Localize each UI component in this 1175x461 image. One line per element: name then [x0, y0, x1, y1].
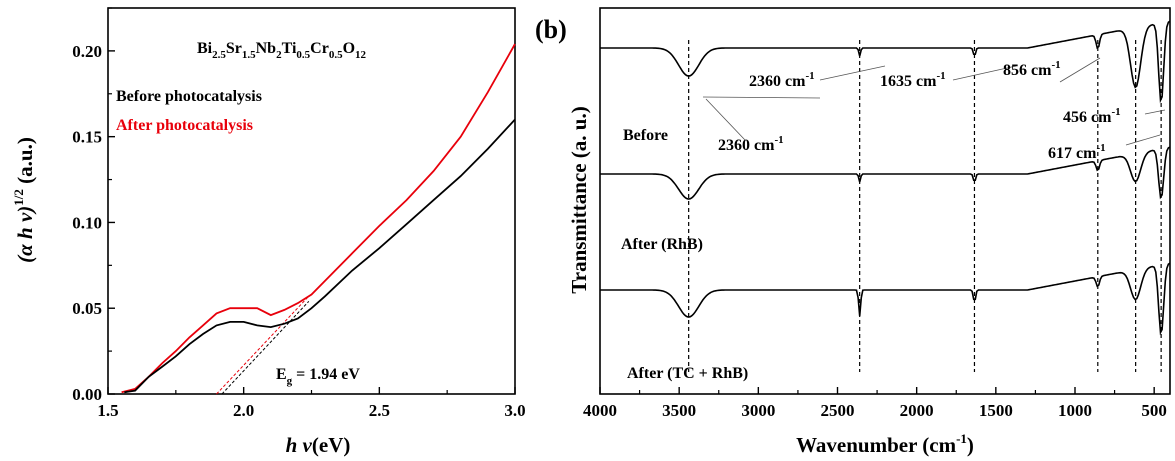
peak-label-456: 456 cm-1	[1063, 106, 1121, 126]
x-tick-label: 3.0	[504, 401, 525, 420]
panel-a-frame	[107, 7, 516, 395]
spectrum-label-before: Before	[623, 127, 668, 144]
compound-formula: Bi2.5Sr1.5Nb2Ti0.5Cr0.5O12	[197, 40, 367, 61]
bandgap-annotation: Eg = 1.94 eV	[276, 366, 360, 387]
panel-a-ylabel: (α h ν)1/2 (a.u.)	[11, 137, 37, 263]
panel-b-ftir: (b) 4000 3500 3000 2500 2000 1500 1000 500 Befo…	[535, 7, 1171, 457]
spectrum-label-after-rhb: After (RhB)	[621, 236, 703, 253]
fit-line-red	[216, 295, 310, 395]
y-tick-label: 0.10	[72, 213, 102, 232]
y-tick-label: 0.05	[72, 299, 102, 318]
peak-label-2360-upper: 2360 cm-1	[749, 70, 815, 90]
peak-label-617: 617 cm-1	[1048, 142, 1106, 162]
x-tick-label: 4000	[583, 401, 617, 420]
series-before-photocatalysis	[124, 118, 516, 394]
spectrum-label-after-tc-rhb: After (TC + RhB)	[627, 365, 748, 382]
spectrum-after-rhb	[600, 146, 1171, 200]
peak-label-856: 856 cm-1	[1003, 59, 1061, 79]
x-tick-label: 3500	[662, 401, 696, 420]
x-tick-label: 2000	[900, 401, 934, 420]
panel-b-xlabel: Wavenumber (cm-1)	[796, 431, 974, 457]
x-tick-label: 500	[1141, 401, 1167, 420]
y-tick-label: 0.20	[72, 42, 102, 61]
leader-2360-lower	[705, 98, 746, 141]
peak-label-2360-lower: 2360 cm-1	[718, 134, 784, 154]
panel-a-ticks: 1.5 2.0 2.5 3.0 0.00 0.05 0.10 0.15 0.20	[72, 7, 526, 420]
y-tick-label: 0.15	[72, 128, 102, 147]
x-tick-label: 2.5	[369, 401, 390, 420]
panel-b-ticks: 4000 3500 3000 2500 2000 1500 1000 500	[583, 387, 1167, 420]
x-tick-label: 1.5	[97, 401, 118, 420]
panel-a-tauc-plot: 1.5 2.0 2.5 3.0 0.00 0.05 0.10 0.15 0.20 Bi2.5Sr…	[11, 7, 526, 457]
peak-label-1635: 1635 cm-1	[880, 70, 946, 90]
x-tick-label: 2500	[821, 401, 855, 420]
panel-b-ylabel: Transmittance (a. u.)	[567, 106, 591, 293]
spectrum-before	[600, 20, 1171, 104]
x-tick-label: 1500	[979, 401, 1013, 420]
legend-after: After photocatalysis	[116, 117, 253, 134]
panel-a-xlabel: h ν(eV)	[286, 433, 351, 457]
series-after-photocatalysis	[121, 43, 516, 394]
x-tick-label: 2.0	[233, 401, 254, 420]
y-tick-label: 0.00	[72, 385, 102, 404]
panel-b-label: (b)	[535, 15, 567, 44]
x-tick-label: 1000	[1058, 401, 1092, 420]
panel-b-frame	[599, 7, 1171, 395]
legend-before: Before photocatalysis	[116, 88, 262, 105]
fit-line-black	[221, 301, 310, 395]
spectrum-after-tc-rhb	[600, 262, 1171, 336]
x-tick-label: 3000	[741, 401, 775, 420]
peak-leader-lines	[702, 57, 1166, 146]
